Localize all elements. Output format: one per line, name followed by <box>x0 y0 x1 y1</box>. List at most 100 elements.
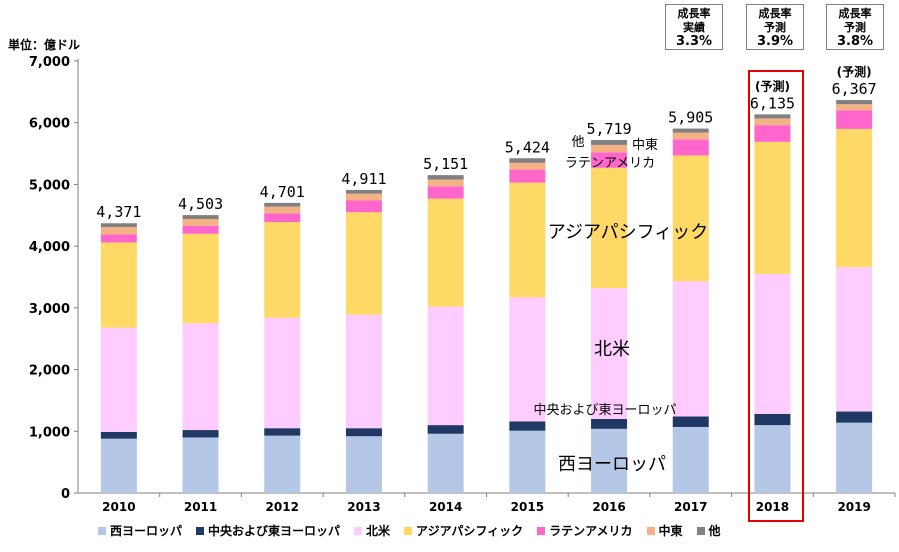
unit-label: 単位：億ドル <box>8 38 81 52</box>
legend-swatch <box>646 526 655 535</box>
x-tick-label: 2017 <box>674 500 707 514</box>
legend-swatch <box>354 526 363 535</box>
bar-segment <box>264 222 301 318</box>
total-label: 5,905 <box>668 109 713 127</box>
bar-segment <box>672 139 709 156</box>
bar-segment <box>345 428 382 437</box>
total-label: 4,371 <box>96 203 141 221</box>
growth-box-kind: 予測 <box>764 21 786 34</box>
bar-segment <box>264 435 301 493</box>
total-label: 4,911 <box>341 170 386 188</box>
y-tick-label: 6,000 <box>29 117 70 132</box>
bar-segment <box>182 215 219 219</box>
total-label: 5,424 <box>505 138 550 156</box>
legend-label: 中央および東ヨーロッパ <box>208 524 341 538</box>
bar-segment <box>591 167 628 289</box>
bar-segment <box>672 281 709 417</box>
bar-segment <box>427 175 464 180</box>
bar-segment <box>427 198 464 307</box>
bar-segment <box>672 416 709 427</box>
bar-segment <box>754 414 791 426</box>
growth-box-value: 3.9% <box>756 34 794 49</box>
bar-segment <box>264 206 301 214</box>
total-label: 6,367 <box>832 80 877 98</box>
bar-segment <box>509 162 546 170</box>
bar-segment <box>182 233 219 324</box>
bar-segment <box>836 100 873 105</box>
bar-segment <box>672 155 709 282</box>
x-tick-label: 2015 <box>511 500 544 514</box>
x-tick-label: 2012 <box>266 500 299 514</box>
bar-segment <box>509 421 546 431</box>
bar-segment <box>754 114 791 119</box>
legend-item-west-europe: 西ヨーロッパ <box>98 522 182 539</box>
bar-segment <box>591 418 628 429</box>
growth-box-2018: 成長率 予測 3.9% <box>746 4 804 50</box>
bar-segment <box>182 225 219 234</box>
legend-label: 北米 <box>366 524 391 538</box>
total-label: 4,701 <box>260 183 305 201</box>
annotation-latin-america: ラテンアメリカ <box>565 156 655 171</box>
forecast-label: (予測) <box>837 64 872 79</box>
legend-label: 中東 <box>658 524 683 538</box>
bar-segment <box>427 425 464 434</box>
total-label: 5,719 <box>586 120 631 138</box>
legend-swatch <box>404 526 413 535</box>
x-tick-label: 2019 <box>837 500 870 514</box>
bar-segment <box>591 428 628 493</box>
bar-segment <box>100 223 137 228</box>
bar-segment <box>672 426 709 493</box>
bar-segment <box>591 152 628 168</box>
bar-segment <box>100 431 137 439</box>
bar-segment <box>754 125 791 142</box>
bar-segment <box>509 169 546 183</box>
legend-swatch <box>537 526 546 535</box>
bar-segment <box>100 242 137 328</box>
bar-segment <box>836 411 873 423</box>
bar-segment <box>509 297 546 422</box>
bar-segment <box>509 158 546 163</box>
bar-segment <box>345 436 382 493</box>
bar-segment <box>672 128 709 133</box>
forecast-highlight-box <box>748 70 804 522</box>
y-tick-label: 4,000 <box>29 240 70 255</box>
legend-item-other: 他 <box>696 522 721 539</box>
annotation-middle-east: 中東 <box>632 137 658 153</box>
y-tick-label: 0 <box>61 487 70 502</box>
legend-item-north-america: 北米 <box>354 522 390 539</box>
legend-item-latin-america: ラテンアメリカ <box>537 522 633 539</box>
bar-segment <box>100 327 137 432</box>
bar-segment <box>100 227 137 235</box>
growth-box-value: 3.8% <box>836 34 874 49</box>
bar-segment <box>427 186 464 199</box>
growth-box-2017: 成長率 実績 3.3% <box>665 4 723 50</box>
growth-box-value: 3.3% <box>675 34 713 49</box>
x-tick-label: 2016 <box>592 500 625 514</box>
bar-segment <box>182 218 219 226</box>
y-tick-label: 5,000 <box>29 178 70 193</box>
bar-segment <box>182 323 219 431</box>
total-label: 6,135 <box>750 94 795 112</box>
annotation-north-america: 北米 <box>594 339 630 360</box>
bar-segment <box>754 273 791 415</box>
growth-box-title: 成長率 <box>677 7 711 20</box>
bar-segment <box>836 104 873 111</box>
bar-segment <box>754 118 791 126</box>
bar-segment <box>591 144 628 153</box>
bar-segment <box>836 110 873 129</box>
forecast-label: (予測) <box>755 78 790 93</box>
bar-segment <box>591 288 628 419</box>
bar-segment <box>182 437 219 493</box>
bar-segment <box>345 189 382 194</box>
bar-segment <box>427 179 464 187</box>
bar-segment <box>427 433 464 493</box>
bar-segment <box>264 213 301 223</box>
total-label: 4,503 <box>178 195 223 213</box>
annotation-west-europe: 西ヨーロッパ <box>558 454 666 475</box>
bar-segment <box>836 267 873 412</box>
growth-box-kind: 予測 <box>844 21 866 34</box>
y-tick-label: 3,000 <box>29 302 70 317</box>
x-tick-label: 2010 <box>102 500 135 514</box>
legend-swatch <box>696 526 705 535</box>
